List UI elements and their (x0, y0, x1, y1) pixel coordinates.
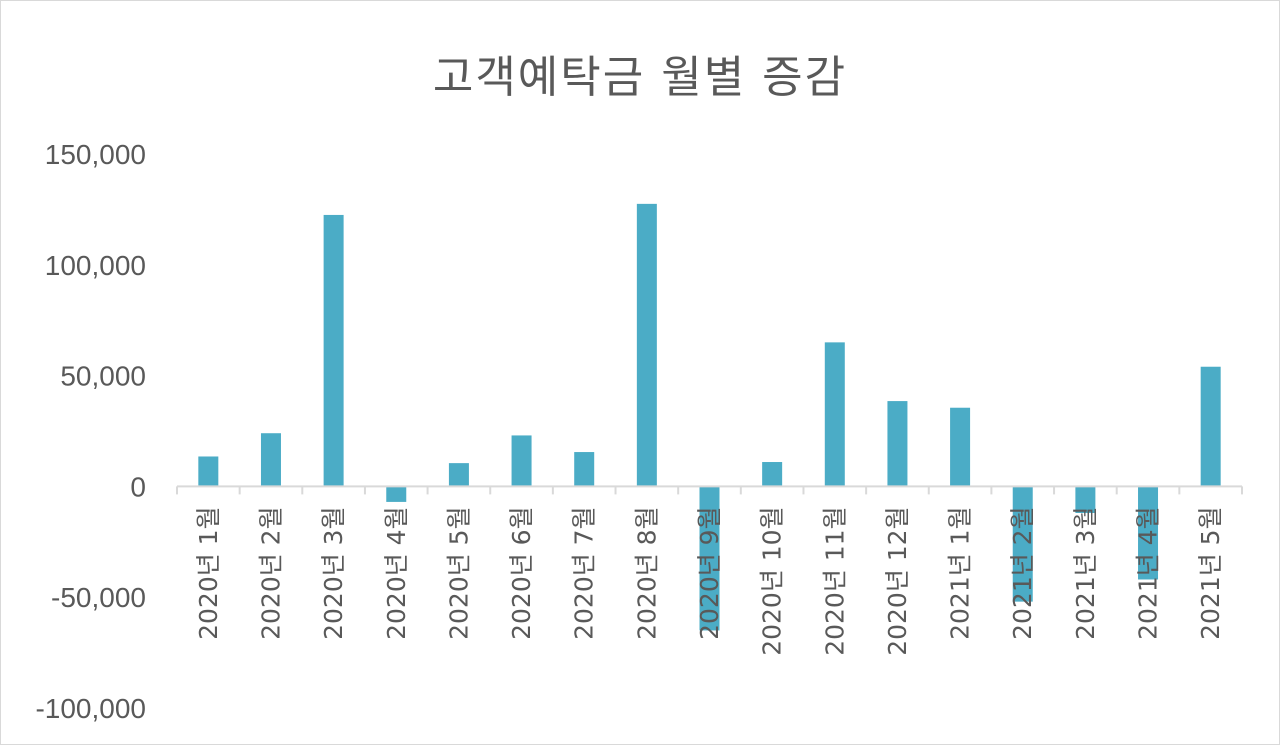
bar (511, 435, 532, 487)
x-tick-label: 2021년 2월 (1008, 506, 1037, 639)
x-tick-label: 2020년 6월 (507, 506, 536, 639)
bar (1200, 366, 1221, 487)
bar (448, 463, 469, 487)
x-tick-label: 2021년 5월 (1196, 506, 1225, 639)
bar (574, 452, 595, 487)
x-tick-label: 2020년 1월 (194, 506, 223, 639)
bar (198, 456, 219, 487)
x-tick-label: 2020년 8월 (632, 506, 661, 639)
x-tick-label: 2020년 2월 (256, 506, 285, 639)
x-axis-ticks: 2020년 1월 2020년 2월 2020년 3월 2020년 4월 2020년 5월… (194, 506, 1225, 655)
bar (950, 407, 971, 487)
x-tick-label: 2020년 11월 (820, 506, 849, 655)
y-axis-ticks: 150,000 100,000 50,000 0 -50,000 -100,000 (35, 139, 146, 724)
x-axis (176, 485, 1243, 495)
bar (699, 486, 720, 631)
y-tick-label: 50,000 (60, 361, 146, 392)
bar (762, 462, 783, 487)
x-tick-label: 2021년 3월 (1071, 506, 1100, 639)
x-tick-label: 2020년 9월 (695, 506, 724, 639)
x-tick-label: 2020년 10월 (758, 506, 787, 655)
y-tick-label: -50,000 (51, 582, 146, 613)
chart-title: 고객예탁금 월별 증감 (432, 52, 848, 103)
bar (824, 342, 845, 487)
bar (386, 486, 407, 502)
x-tick-label: 2020년 7월 (570, 506, 599, 639)
x-tick-label: 2020년 4월 (382, 506, 411, 639)
y-tick-label: 0 (130, 471, 146, 502)
bars-group (198, 203, 1221, 631)
x-tick-label: 2021년 4월 (1134, 506, 1163, 639)
y-tick-label: 100,000 (45, 250, 146, 281)
bar (1075, 486, 1096, 513)
bar (323, 214, 344, 487)
bar (1012, 486, 1033, 602)
bar (636, 203, 657, 487)
x-tick-label: 2021년 1월 (946, 506, 975, 639)
y-tick-label: -100,000 (35, 693, 146, 724)
x-tick-label: 2020년 5월 (444, 506, 473, 639)
bar (260, 433, 281, 487)
x-tick-label: 2020년 12월 (883, 506, 912, 655)
y-tick-label: 150,000 (45, 139, 146, 170)
bar (887, 401, 908, 487)
x-tick-label: 2020년 3월 (319, 506, 348, 639)
bar (1138, 486, 1159, 580)
